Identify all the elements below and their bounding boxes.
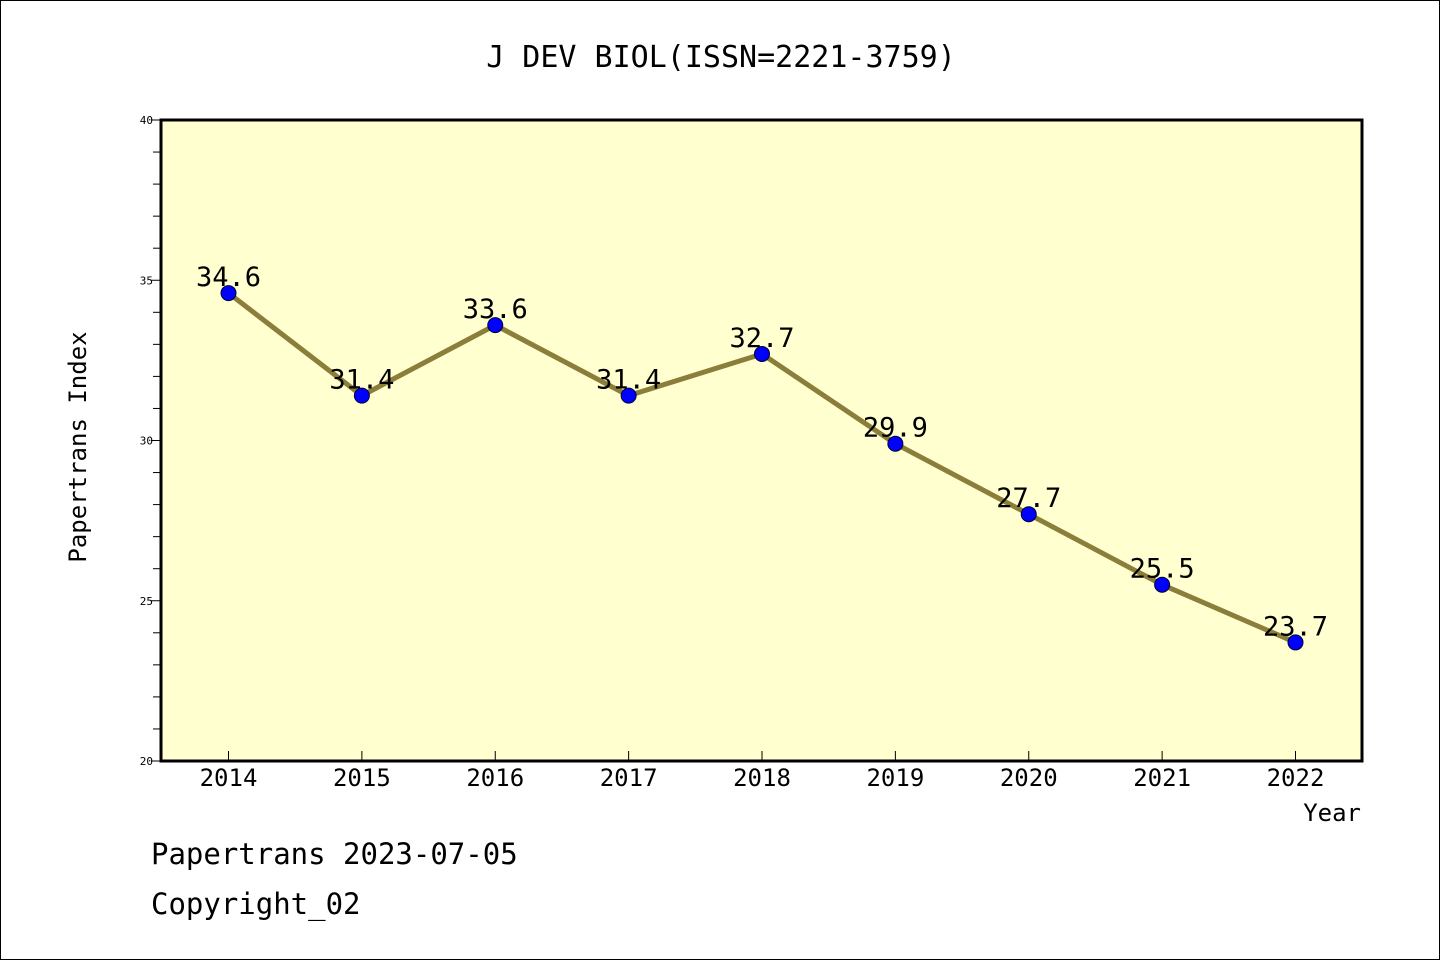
y-axis-label: Papertrans Index bbox=[64, 331, 92, 562]
chart-title: J DEV BIOL(ISSN=2221-3759) bbox=[486, 40, 956, 75]
y-tick-label: 30 bbox=[140, 435, 153, 448]
data-label: 29.9 bbox=[863, 413, 928, 444]
data-label: 23.7 bbox=[1263, 611, 1328, 642]
x-tick-label: 2021 bbox=[1133, 764, 1191, 792]
y-tick-label: 40 bbox=[140, 114, 153, 127]
data-point bbox=[754, 345, 770, 362]
data-label: 31.4 bbox=[596, 365, 661, 396]
data-label: 31.4 bbox=[329, 365, 394, 396]
data-point bbox=[620, 387, 637, 404]
data-label: 27.7 bbox=[996, 483, 1061, 514]
data-label: 25.5 bbox=[1130, 554, 1195, 585]
data-point bbox=[887, 435, 904, 452]
data-point bbox=[220, 285, 237, 302]
y-tick-label: 25 bbox=[140, 595, 153, 608]
data-point bbox=[1287, 634, 1304, 651]
x-tick-label: 2020 bbox=[1000, 764, 1058, 792]
data-point bbox=[487, 317, 504, 334]
plot-area bbox=[159, 118, 1364, 763]
y-axis: 20 25 30 35 40 bbox=[140, 114, 161, 768]
footer-copyright: Copyright_02 bbox=[151, 887, 361, 921]
x-tick-label: 2014 bbox=[200, 764, 258, 792]
x-tick-label: 2016 bbox=[466, 764, 524, 792]
x-axis-label: Year bbox=[1303, 799, 1361, 827]
data-point bbox=[1154, 576, 1171, 593]
x-tick-label: 2018 bbox=[733, 764, 791, 792]
data-label: 34.6 bbox=[196, 262, 261, 293]
series-line bbox=[220, 285, 1304, 651]
data-point bbox=[353, 387, 370, 404]
x-axis: 2014 2015 2016 2017 2018 2019 2020 2021 2022 bbox=[200, 751, 1325, 792]
x-tick-label: 2017 bbox=[600, 764, 658, 792]
y-tick-label: 20 bbox=[140, 755, 153, 768]
footer-stamp: Papertrans 2023-07-05 bbox=[151, 837, 518, 871]
data-point bbox=[1020, 506, 1037, 523]
y-tick-label: 35 bbox=[140, 274, 153, 287]
data-labels: 34.6 31.4 33.6 31.4 32.7 29.9 27.7 25.5 23.7 bbox=[196, 262, 1328, 642]
data-label: 32.7 bbox=[729, 323, 794, 354]
x-tick-label: 2019 bbox=[866, 764, 924, 792]
data-label: 33.6 bbox=[463, 294, 528, 325]
x-tick-label: 2015 bbox=[333, 764, 391, 792]
x-tick-label: 2022 bbox=[1267, 764, 1325, 792]
